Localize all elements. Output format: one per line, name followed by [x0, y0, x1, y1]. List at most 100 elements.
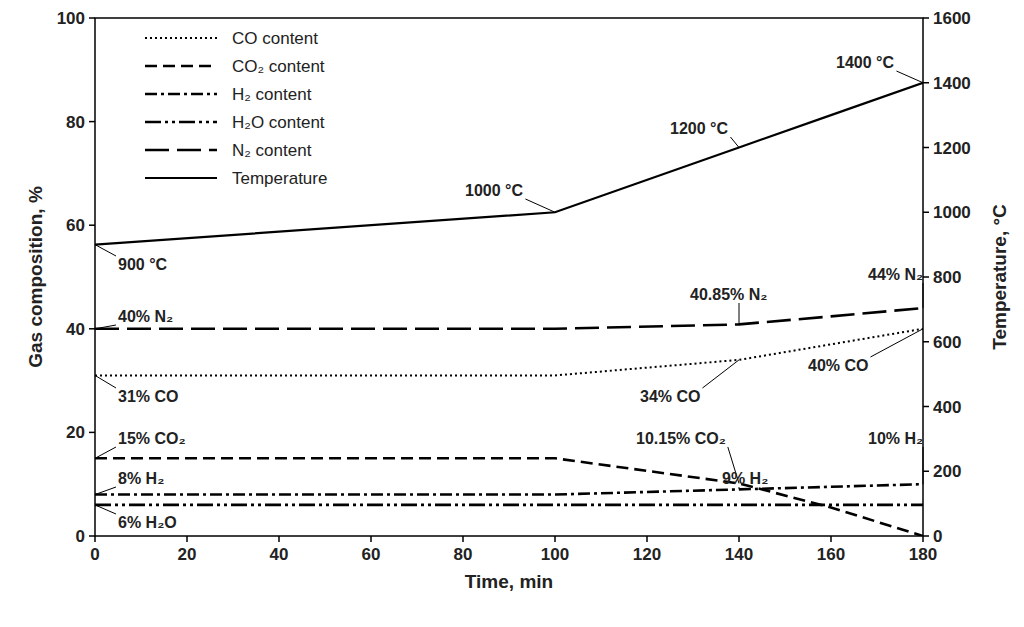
series-group [95, 83, 923, 536]
legend-swatch [145, 65, 217, 68]
annotation-leader [923, 447, 924, 484]
y2-tick-label: 1000 [933, 203, 971, 222]
x-tick [462, 536, 464, 542]
annotation-leader [95, 325, 116, 329]
x-tick [370, 536, 372, 542]
y-tick-label: 0 [76, 527, 85, 546]
y2-tick [923, 406, 929, 408]
series-line [95, 458, 923, 536]
annotation-leader [525, 199, 555, 212]
y-tick-label: 40 [66, 320, 85, 339]
annotation: 31% CO [118, 388, 178, 405]
y2-tick-label: 1600 [933, 9, 971, 28]
y2-tick-label: 600 [933, 333, 961, 352]
y2-tick-label: 0 [933, 527, 942, 546]
x-tick-label: 0 [90, 545, 99, 564]
y-tick-label: 60 [66, 216, 85, 235]
y-tick [89, 328, 95, 330]
legend-label: H₂ content [232, 85, 312, 104]
annotation: 1000 °C [465, 182, 523, 199]
x-tick-label: 100 [541, 545, 569, 564]
annotation: 10.15% CO₂ [636, 430, 726, 447]
y2-tick-label: 400 [933, 398, 961, 417]
annotation-leader [870, 329, 923, 357]
annotation: 34% CO [640, 388, 700, 405]
y2-tick-label: 800 [933, 268, 961, 287]
y2-tick [923, 341, 929, 343]
x-tick-label: 40 [270, 545, 289, 564]
legend-swatch [145, 149, 217, 152]
legend-swatch [145, 37, 217, 39]
y-tick-label: 100 [57, 9, 85, 28]
annotation-leader [739, 303, 740, 324]
annotation: 40% N₂ [118, 308, 173, 325]
legend-swatch [145, 121, 217, 124]
legend-label: N₂ content [232, 141, 312, 160]
x-tick-label: 160 [817, 545, 845, 564]
legend-label: CO₂ content [232, 57, 325, 76]
annotation-leader [896, 71, 923, 83]
x-tick-label: 80 [454, 545, 473, 564]
x-tick [922, 536, 924, 542]
annotation: 900 °C [118, 256, 168, 273]
y2-tick [923, 212, 929, 214]
y2-tick [923, 17, 929, 19]
legend-swatch [145, 93, 217, 96]
x-tick [646, 536, 648, 542]
series-line [95, 484, 923, 494]
x-tick [738, 536, 740, 542]
annotation: 6% H₂O [118, 514, 177, 531]
y2-tick-label: 1200 [933, 139, 971, 158]
x-tick [830, 536, 832, 542]
x-tick-label: 120 [633, 545, 661, 564]
annotation: 1400 °C [836, 54, 894, 71]
y-tick [89, 121, 95, 123]
y2-tick [923, 471, 929, 473]
y-tick [89, 224, 95, 226]
x-tick-label: 140 [725, 545, 753, 564]
y2-tick-label: 200 [933, 462, 961, 481]
x-tick-label: 20 [178, 545, 197, 564]
x-tick-label: 60 [362, 545, 381, 564]
plot-frame [95, 18, 923, 536]
series-line [95, 308, 923, 329]
annotation: 9% H₂ [722, 470, 768, 487]
chart: 0204060801001201401601800204060801000200… [0, 0, 1024, 627]
x-tick [94, 536, 96, 542]
legend-swatch [145, 177, 217, 179]
annotation-leader [730, 137, 739, 148]
annotation: 44% N₂ [868, 266, 923, 283]
annotation-leader [739, 487, 740, 489]
y2-tick [923, 147, 929, 149]
legend-label: H₂O content [232, 113, 325, 132]
y-tick [89, 535, 95, 537]
x-tick-label: 180 [909, 545, 937, 564]
x-tick [278, 536, 280, 542]
y2-axis-label: Temperature, °C [989, 204, 1010, 350]
x-axis-label: Time, min [465, 571, 553, 592]
y-tick-label: 20 [66, 423, 85, 442]
annotation: 40.85% N₂ [690, 286, 767, 303]
y2-tick [923, 535, 929, 537]
series-line [95, 329, 923, 376]
annotation: 8% H₂ [118, 470, 164, 487]
y-axis-label: Gas composition, % [25, 186, 46, 368]
annotation-leader [95, 487, 116, 495]
y2-tick [923, 276, 929, 278]
annotation-leader [95, 505, 116, 514]
annotation-leader [702, 360, 739, 388]
annotation-leader [95, 245, 116, 256]
annotation: 10% H₂ [868, 430, 923, 447]
y-tick [89, 432, 95, 434]
y-tick-label: 80 [66, 113, 85, 132]
annotation-leader [95, 375, 116, 388]
y2-tick [923, 82, 929, 84]
legend-label: Temperature [232, 169, 327, 188]
annotation: 15% CO₂ [118, 430, 186, 447]
annotation-leader [923, 283, 924, 308]
series-line [95, 83, 923, 245]
x-tick [554, 536, 556, 542]
y2-tick-label: 1400 [933, 74, 971, 93]
legend: CO contentCO₂ contentH₂ contentH₂O conte… [145, 29, 327, 188]
annotation: 1200 °C [670, 120, 728, 137]
